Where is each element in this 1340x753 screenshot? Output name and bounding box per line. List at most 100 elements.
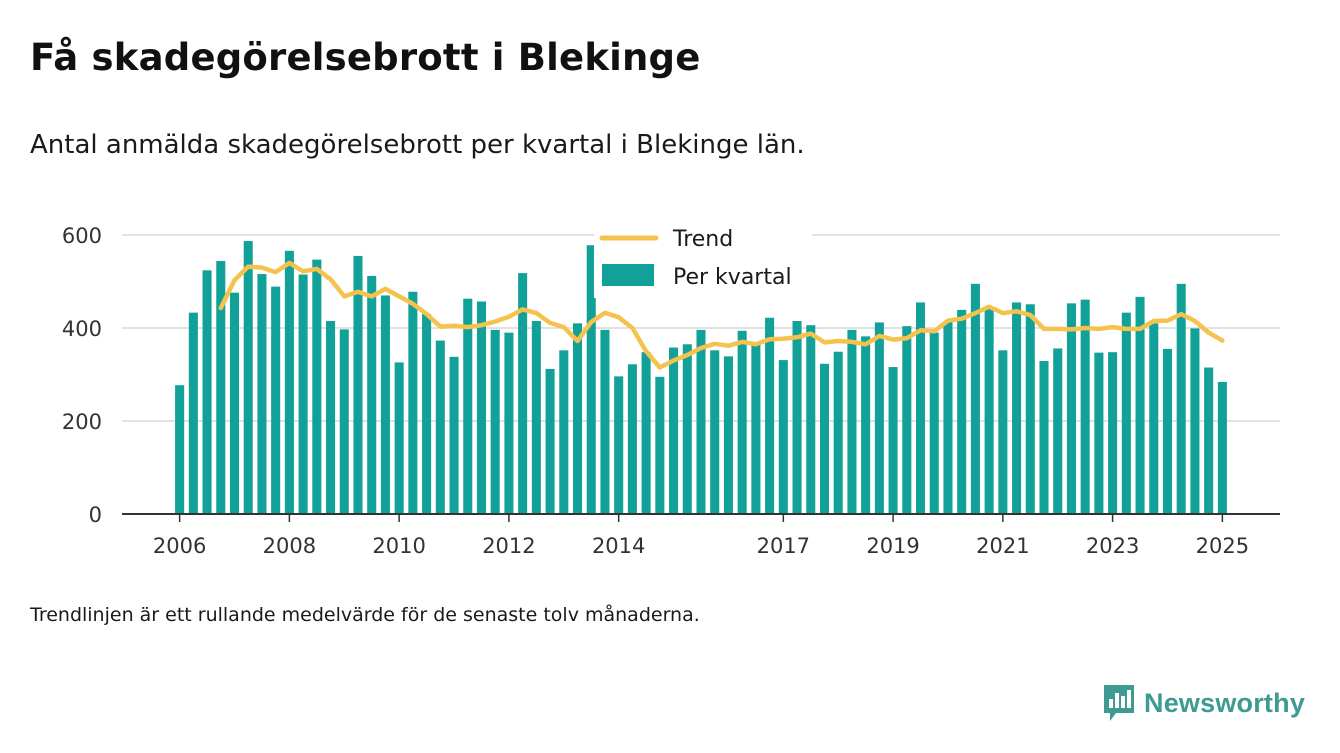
bar	[1066, 303, 1076, 514]
legend-trend-label: Trend	[672, 227, 733, 252]
bar	[449, 356, 459, 514]
bar	[188, 312, 198, 514]
bar	[696, 329, 706, 514]
bar	[765, 317, 775, 514]
bar	[353, 255, 363, 515]
brand-logo[interactable]: Newsworthy	[1102, 683, 1305, 723]
bar	[847, 329, 857, 514]
x-tick-label: 2017	[757, 534, 810, 558]
bar	[572, 323, 583, 514]
brand-name: Newsworthy	[1144, 687, 1306, 718]
bar	[600, 329, 610, 514]
bar-series	[175, 241, 1227, 515]
x-tick-label: 2014	[592, 534, 645, 558]
bar	[751, 344, 761, 514]
bar	[957, 309, 967, 514]
bar	[298, 274, 308, 514]
bar	[175, 385, 185, 514]
bar	[819, 363, 830, 514]
bar	[710, 350, 720, 514]
trend-line	[218, 260, 1225, 370]
bar	[1149, 323, 1159, 514]
bar	[792, 321, 802, 514]
bar	[216, 261, 226, 514]
bar	[998, 350, 1008, 514]
bar	[367, 275, 377, 514]
bar	[1190, 328, 1200, 514]
bar	[1204, 367, 1214, 514]
chart-title: Få skadegörelsebrott i Blekinge	[30, 36, 701, 79]
x-tick-label: 2010	[372, 534, 425, 558]
bar	[833, 351, 843, 514]
bar	[627, 364, 637, 514]
bar	[970, 283, 980, 514]
y-tick-label: 400	[62, 317, 102, 341]
bar	[682, 344, 692, 514]
bar	[929, 332, 939, 514]
bar	[586, 245, 596, 515]
y-tick-label: 600	[62, 224, 102, 248]
y-tick-label: 0	[89, 503, 102, 527]
x-tick-label: 2025	[1196, 534, 1249, 558]
bar	[257, 274, 267, 514]
x-tick-label: 2006	[153, 534, 206, 558]
bar	[737, 330, 747, 514]
newsworthy-logo-icon	[1104, 685, 1134, 721]
bar	[1080, 299, 1090, 514]
bar	[1162, 348, 1173, 514]
bar	[504, 332, 514, 514]
bar	[641, 352, 651, 514]
legend-bar-label: Per kvartal	[673, 265, 792, 290]
x-tick-label: 2019	[866, 534, 919, 558]
bar	[655, 376, 665, 514]
legend-bar-swatch	[602, 264, 654, 286]
bar	[1121, 312, 1131, 514]
bar	[326, 321, 336, 514]
bar	[902, 326, 912, 514]
bar	[1217, 381, 1227, 514]
x-tick-label: 2008	[263, 534, 316, 558]
bar	[435, 340, 445, 514]
bar	[476, 301, 487, 514]
bar	[915, 302, 926, 514]
legend: Trend Per kvartal	[594, 222, 812, 298]
bar	[1012, 302, 1022, 514]
chart-subtitle: Antal anmälda skadegörelsebrott per kvar…	[30, 130, 805, 160]
bar	[1094, 352, 1104, 514]
bar	[490, 329, 500, 514]
bar	[408, 291, 418, 514]
bar	[861, 336, 871, 514]
x-axis: 2006 2008 2010 2012 2014 2017 2019 2021 2023 2025	[122, 513, 1280, 558]
bar	[312, 259, 322, 514]
bar	[1176, 283, 1186, 514]
bar	[243, 241, 253, 515]
bar	[888, 367, 898, 514]
bar	[1039, 361, 1049, 514]
bar	[614, 376, 624, 514]
bar	[545, 368, 555, 514]
bar	[284, 250, 294, 514]
bar	[271, 286, 281, 514]
bar	[380, 295, 390, 514]
footnote: Trendlinjen är ett rullande medelvärde f…	[30, 604, 700, 626]
bar	[463, 298, 473, 514]
bar	[229, 292, 240, 514]
x-tick-label: 2021	[976, 534, 1029, 558]
x-tick-label: 2012	[482, 534, 535, 558]
bar	[202, 270, 212, 514]
y-tick-label: 200	[62, 410, 102, 434]
bar	[874, 322, 884, 514]
bar	[1135, 296, 1145, 514]
bar	[339, 329, 349, 514]
trend-series	[218, 260, 1225, 370]
x-tick-label: 2023	[1086, 534, 1139, 558]
bar	[1053, 348, 1063, 514]
bar	[531, 321, 541, 514]
bar	[723, 356, 733, 514]
bar	[806, 325, 816, 514]
bar	[1025, 304, 1035, 514]
bar	[778, 360, 788, 514]
y-axis-ticks: 0 200 400 600	[62, 224, 102, 527]
bar	[518, 273, 528, 514]
bar	[422, 314, 432, 514]
